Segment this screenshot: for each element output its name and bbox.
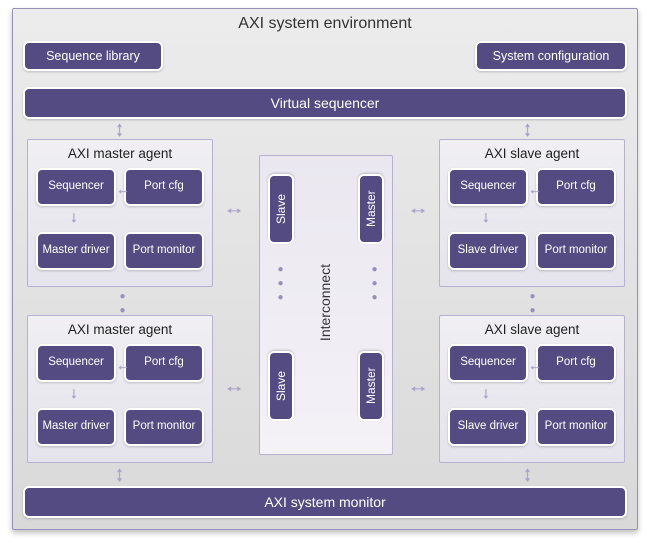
slave-agent-box: AXI slave agent Sequencer Port cfg ↓ ← S… bbox=[439, 139, 625, 287]
slave-agent-box: AXI slave agent Sequencer Port cfg ↓ ← S… bbox=[439, 315, 625, 463]
arrow-down-icon: ↓ bbox=[482, 386, 490, 402]
agent-title: AXI master agent bbox=[28, 140, 212, 165]
sequencer-box: Sequencer bbox=[36, 168, 116, 206]
port-cfg-box: Port cfg bbox=[124, 168, 204, 206]
sequencer-box: Sequencer bbox=[448, 344, 528, 382]
port-cfg-box: Port cfg bbox=[536, 344, 616, 382]
arrow-icon: ↕ bbox=[115, 463, 123, 485]
ellipsis-icon: ●●● bbox=[275, 264, 286, 306]
interconnect-label: Interconnect bbox=[317, 264, 333, 341]
port-cfg-box: Port cfg bbox=[124, 344, 204, 382]
master-port-label: Master bbox=[358, 174, 384, 244]
agent-title: AXI slave agent bbox=[440, 316, 624, 341]
arrow-down-icon: ↓ bbox=[482, 210, 490, 226]
arrow-down-icon: ↓ bbox=[70, 386, 78, 402]
driver-box: Master driver bbox=[36, 232, 116, 270]
arrow-icon: ↔ bbox=[407, 378, 429, 394]
arrow-icon: ↕ bbox=[523, 118, 531, 140]
arrow-left-icon: ← bbox=[116, 182, 130, 196]
environment-box: AXI system environment Sequence library … bbox=[12, 8, 638, 530]
arrow-icon: ↔ bbox=[223, 378, 245, 394]
system-monitor-bar: AXI system monitor bbox=[23, 486, 627, 518]
arrow-icon: ↔ bbox=[223, 200, 245, 216]
arrow-left-icon: ← bbox=[528, 358, 542, 372]
arrow-icon: ↔ bbox=[407, 200, 429, 216]
system-configuration-box: System configuration bbox=[475, 41, 627, 71]
driver-box: Slave driver bbox=[448, 232, 528, 270]
monitor-box: Port monitor bbox=[124, 408, 204, 446]
sequencer-box: Sequencer bbox=[36, 344, 116, 382]
slave-port-label: Slave bbox=[268, 174, 294, 244]
environment-title: AXI system environment bbox=[13, 9, 637, 37]
sequencer-box: Sequencer bbox=[448, 168, 528, 206]
driver-box: Master driver bbox=[36, 408, 116, 446]
virtual-sequencer-bar: Virtual sequencer bbox=[23, 87, 627, 119]
arrow-left-icon: ← bbox=[528, 182, 542, 196]
agent-title: AXI master agent bbox=[28, 316, 212, 341]
master-agent-box: AXI master agent Sequencer Port cfg ↓ ← … bbox=[27, 315, 213, 463]
master-agent-box: AXI master agent Sequencer Port cfg ↓ ← … bbox=[27, 139, 213, 287]
monitor-box: Port monitor bbox=[536, 408, 616, 446]
arrow-icon: ↕ bbox=[523, 463, 531, 485]
driver-box: Slave driver bbox=[448, 408, 528, 446]
arrow-icon: ↕ bbox=[115, 118, 123, 140]
monitor-box: Port monitor bbox=[536, 232, 616, 270]
slave-port-label: Slave bbox=[268, 351, 294, 421]
arrow-down-icon: ↓ bbox=[70, 210, 78, 226]
ellipsis-icon: ●●● bbox=[369, 264, 380, 306]
port-cfg-box: Port cfg bbox=[536, 168, 616, 206]
master-port-label: Master bbox=[358, 351, 384, 421]
monitor-box: Port monitor bbox=[124, 232, 204, 270]
agent-title: AXI slave agent bbox=[440, 140, 624, 165]
sequence-library-box: Sequence library bbox=[23, 41, 163, 71]
arrow-left-icon: ← bbox=[116, 358, 130, 372]
